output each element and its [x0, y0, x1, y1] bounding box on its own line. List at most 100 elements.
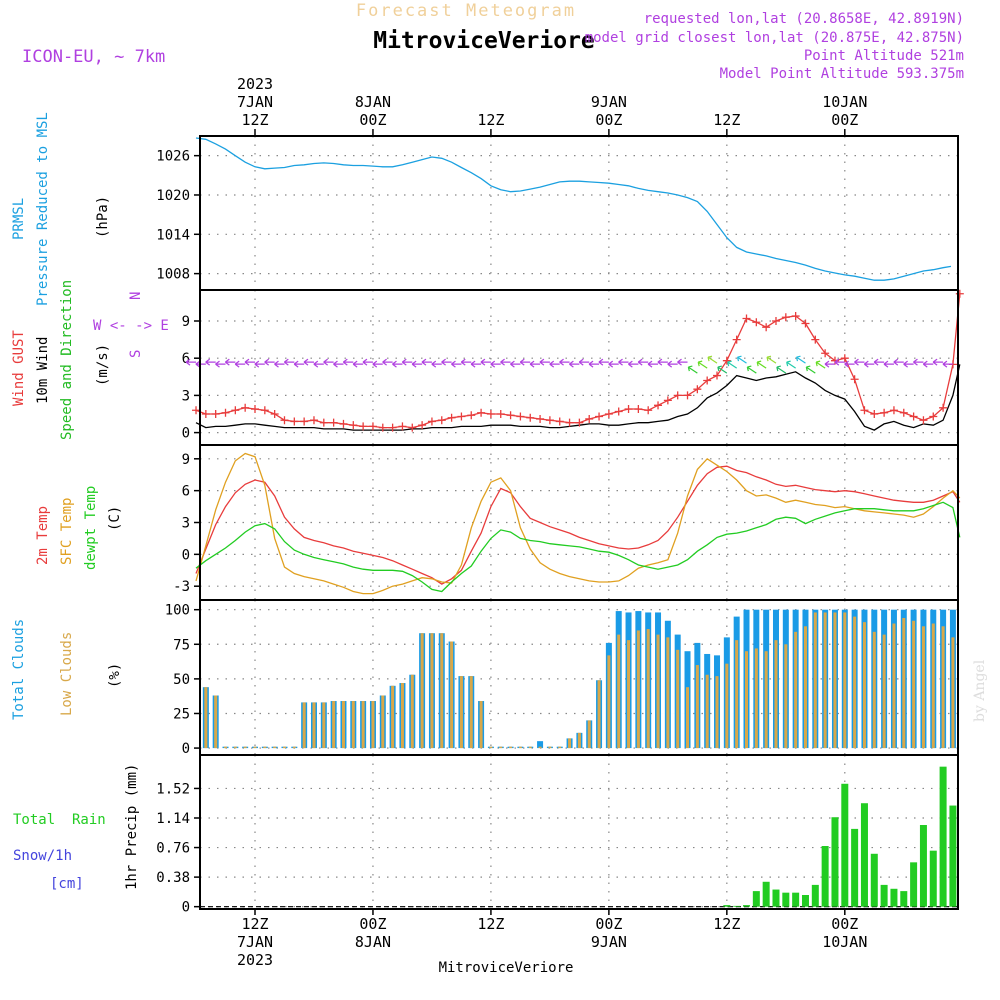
low-cloud-bar — [754, 648, 758, 749]
wind-unit: (m/s) — [95, 344, 111, 386]
y-tick-label: 0 — [182, 547, 190, 563]
low-cloud-bar — [941, 626, 945, 749]
low-cloud-bar — [813, 612, 817, 749]
temp-sfc-line — [195, 452, 961, 595]
wind-direction-arrow — [205, 358, 216, 366]
y-tick-label: 1026 — [156, 149, 190, 165]
wind-direction-arrow — [441, 358, 452, 366]
wind-direction-arrow — [942, 360, 953, 368]
y-tick-label: 50 — [173, 672, 190, 688]
top-time-label: 00Z — [595, 111, 622, 129]
wind-direction-arrow — [618, 358, 629, 366]
wind-direction-arrow — [598, 358, 609, 366]
bottom-time-label: 00Z — [831, 915, 858, 933]
wind-direction-arrow — [932, 358, 944, 366]
bottom-time-label: 00Z — [359, 915, 386, 933]
gust-marker — [870, 410, 879, 418]
gust-marker — [408, 423, 417, 432]
pressure-unit: (hPa) — [95, 196, 111, 238]
temp-dewpt-line — [195, 501, 961, 593]
wind-direction-arrow — [451, 360, 462, 368]
wind-direction-arrow — [274, 360, 285, 368]
low-cloud-bar — [548, 746, 552, 749]
temp-unit: (C) — [107, 506, 123, 531]
y-tick-label: 25 — [173, 706, 190, 722]
bottom-time-label: 8JAN — [355, 933, 391, 951]
wind-direction-arrow — [727, 360, 738, 369]
wind-direction-arrow — [786, 360, 796, 369]
y-tick-label: 1008 — [156, 267, 190, 283]
wind-direction-arrow — [254, 360, 265, 368]
wind-direction-arrow — [667, 360, 678, 368]
gust-marker — [899, 408, 908, 417]
clouds-unit: (%) — [107, 663, 123, 688]
wind-direction-arrow — [677, 358, 688, 366]
low-cloud-bar — [843, 612, 847, 749]
y-tick-label: 1020 — [156, 188, 190, 204]
gust-marker — [821, 349, 830, 358]
rain-bar — [723, 905, 731, 907]
low-cloud-bar — [764, 651, 768, 749]
gust-marker — [418, 421, 427, 430]
low-cloud-bar — [253, 746, 257, 749]
gust-marker — [447, 413, 456, 422]
pressure-label-long: Pressure Reduced to MSL — [35, 112, 51, 306]
low-cloud-bar — [420, 633, 424, 749]
low-cloud-bar — [450, 641, 454, 749]
low-cloud-bar — [292, 746, 296, 749]
low-cloud-bar — [745, 651, 748, 749]
y-tick-label: 1014 — [156, 227, 190, 243]
low-cloud-bar — [558, 746, 562, 749]
temp-2m-line — [195, 465, 961, 585]
low-cloud-bar — [695, 665, 699, 749]
low-cloud-bar — [312, 702, 316, 749]
wind-direction-arrow — [293, 360, 305, 368]
gust-marker — [251, 405, 259, 414]
wind-direction-arrow — [519, 358, 531, 366]
gust-marker — [555, 417, 564, 426]
gust-marker — [732, 335, 741, 344]
temperature-panel: 2m Temp SFC Temp dewpt Temp (C) -3 0 3 6 9 — [35, 445, 961, 600]
wind-direction-arrow — [873, 358, 885, 366]
rain-bar — [860, 803, 868, 907]
low-cloud-bar — [803, 626, 807, 749]
wind-direction-arrow — [608, 360, 619, 368]
top-time-label: 9JAN — [591, 93, 627, 111]
gust-marker — [634, 405, 643, 414]
low-cloud-bar — [872, 631, 876, 749]
gust-marker — [742, 314, 751, 323]
wind-direction-arrow — [185, 358, 197, 366]
gust-marker — [231, 406, 240, 415]
y-tick-label: 9 — [182, 314, 190, 330]
rain-bar — [831, 817, 839, 907]
low-cloud-bar — [912, 620, 916, 749]
low-cloud-bar — [676, 649, 680, 749]
bottom-time-label: 10JAN — [822, 933, 867, 951]
low-cloud-bar — [646, 629, 650, 749]
gust-marker — [811, 335, 820, 344]
low-cloud-bar — [853, 616, 857, 749]
low-cloud-bar — [332, 701, 336, 749]
wind-direction-arrow — [510, 360, 521, 368]
gust-marker — [368, 422, 377, 431]
gust-marker — [427, 417, 436, 426]
wind-direction-arrow — [628, 360, 639, 368]
gust-marker — [300, 417, 309, 426]
y-tick-label: 6 — [182, 351, 190, 367]
low-cloud-bar — [823, 612, 827, 749]
top-time-label: 12Z — [477, 111, 504, 129]
low-cloud-bar — [273, 746, 277, 749]
rain-bar — [929, 850, 937, 907]
y-tick-label: 3 — [182, 388, 190, 404]
bottom-time-label: 12Z — [241, 915, 268, 933]
model-point-altitude: Model Point Altitude 593.375m — [720, 66, 964, 82]
wind-direction-arrow — [431, 360, 442, 368]
low-cloud-bar — [627, 640, 631, 749]
model-label: ICON-EU, ~ 7km — [22, 47, 165, 67]
wind-direction-arrow — [362, 358, 373, 366]
wind-panel: Wind GUST 10m Wind Speed and Direction (… — [11, 280, 964, 445]
gust-marker — [654, 401, 663, 410]
low-cloud-bar — [479, 701, 483, 749]
rain-bar — [890, 888, 898, 907]
